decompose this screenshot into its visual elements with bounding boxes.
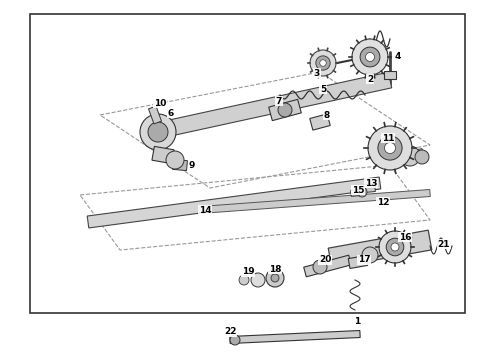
Circle shape — [266, 269, 284, 287]
Polygon shape — [351, 190, 359, 196]
Polygon shape — [304, 255, 351, 277]
Text: 2: 2 — [367, 75, 373, 84]
Circle shape — [400, 146, 420, 166]
Circle shape — [320, 60, 326, 66]
Text: 15: 15 — [352, 185, 364, 194]
Text: 9: 9 — [189, 161, 195, 170]
Text: 21: 21 — [438, 239, 450, 248]
Text: 19: 19 — [242, 267, 254, 276]
Circle shape — [313, 260, 327, 274]
Text: 7: 7 — [276, 96, 282, 105]
Text: 11: 11 — [382, 134, 394, 143]
Text: 5: 5 — [320, 85, 326, 94]
Circle shape — [230, 335, 240, 345]
Polygon shape — [365, 184, 375, 193]
Polygon shape — [168, 72, 392, 136]
Polygon shape — [384, 71, 396, 79]
Text: 12: 12 — [377, 198, 389, 207]
Text: 4: 4 — [395, 51, 401, 60]
Circle shape — [366, 53, 374, 62]
Polygon shape — [172, 159, 187, 171]
Text: 13: 13 — [365, 179, 377, 188]
Text: 1: 1 — [354, 318, 360, 327]
Circle shape — [310, 50, 336, 76]
Text: 10: 10 — [154, 99, 166, 108]
Text: 16: 16 — [399, 233, 411, 242]
Circle shape — [368, 126, 412, 170]
Circle shape — [166, 151, 184, 169]
Text: 6: 6 — [168, 108, 174, 117]
Polygon shape — [148, 106, 162, 124]
Polygon shape — [328, 230, 432, 268]
Text: 8: 8 — [324, 111, 330, 120]
Circle shape — [316, 56, 330, 70]
Circle shape — [378, 136, 402, 160]
Text: 20: 20 — [319, 256, 331, 265]
Circle shape — [271, 274, 279, 282]
Circle shape — [385, 143, 395, 153]
Circle shape — [148, 122, 168, 142]
Polygon shape — [87, 177, 381, 228]
Polygon shape — [152, 147, 174, 164]
Text: 3: 3 — [314, 68, 320, 77]
Circle shape — [362, 247, 378, 263]
Text: 18: 18 — [269, 265, 281, 274]
Circle shape — [352, 39, 388, 75]
Circle shape — [239, 275, 249, 285]
Circle shape — [415, 150, 429, 164]
Circle shape — [278, 103, 292, 117]
Circle shape — [140, 114, 176, 150]
Polygon shape — [348, 256, 368, 269]
Circle shape — [391, 243, 399, 251]
Circle shape — [386, 238, 404, 256]
Circle shape — [251, 273, 265, 287]
Polygon shape — [310, 114, 330, 130]
Circle shape — [379, 231, 411, 263]
Text: 14: 14 — [198, 206, 211, 215]
Circle shape — [360, 47, 380, 67]
Polygon shape — [200, 189, 430, 213]
Circle shape — [357, 187, 367, 197]
Bar — [30, 14, 465, 313]
Text: 22: 22 — [224, 328, 236, 337]
Polygon shape — [230, 330, 360, 343]
Polygon shape — [269, 99, 301, 121]
Text: 17: 17 — [358, 256, 370, 265]
Polygon shape — [406, 149, 424, 161]
